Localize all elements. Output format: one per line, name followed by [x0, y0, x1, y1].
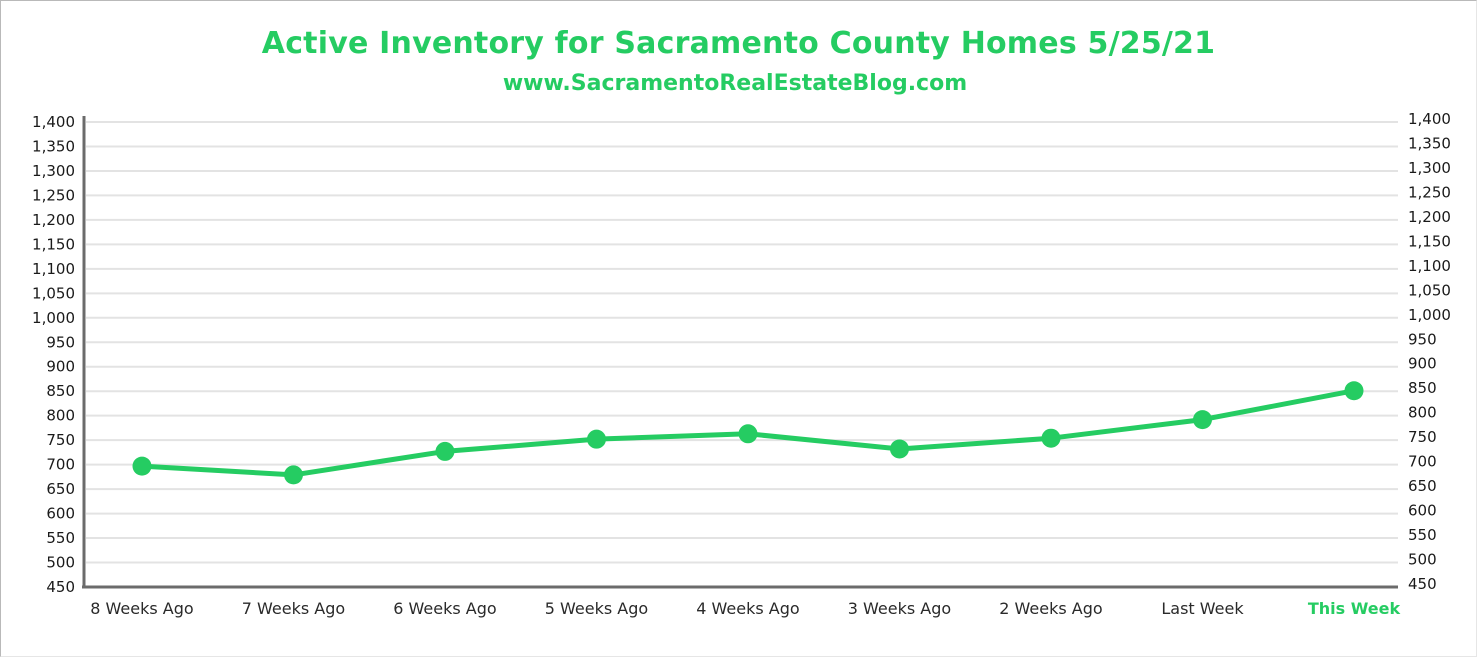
y-tick-label-right: 1,300: [1408, 159, 1451, 177]
y-tick-label-right: 700: [1408, 453, 1437, 471]
y-tick-label-right: 500: [1408, 551, 1437, 569]
y-tick-label-left: 1,200: [32, 211, 75, 229]
y-tick-label-right: 800: [1408, 404, 1437, 422]
y-tick-label-left: 600: [46, 505, 75, 523]
data-point: [132, 456, 152, 476]
y-tick-label-left: 850: [46, 382, 75, 400]
y-tick-label-left: 950: [46, 333, 75, 351]
y-axis-left-labels: 450 500 550 600 650 700 750 800 850 900 950 1,000 1,…: [32, 113, 75, 596]
y-tick-label-left: 1,100: [32, 260, 75, 278]
x-tick-label: This Week: [1308, 599, 1401, 618]
y-tick-label-left: 800: [46, 407, 75, 425]
y-tick-label-left: 1,400: [32, 113, 75, 131]
axes: [82, 116, 1398, 589]
y-axis-right-labels: 450 500 550 600 650 700 750 800 850 900 950 1,000 1,…: [1408, 110, 1451, 593]
y-tick-label-right: 850: [1408, 379, 1437, 397]
y-tick-label-right: 1,200: [1408, 208, 1451, 226]
y-tick-label-right: 1,000: [1408, 306, 1451, 324]
x-tick-label: 3 Weeks Ago: [848, 599, 951, 618]
y-tick-label-left: 1,300: [32, 162, 75, 180]
y-tick-label-right: 1,400: [1408, 110, 1451, 128]
y-tick-label-left: 500: [46, 554, 75, 572]
y-tick-label-right: 600: [1408, 502, 1437, 520]
data-point: [284, 465, 303, 485]
data-point: [890, 439, 909, 459]
y-tick-label-right: 650: [1408, 477, 1437, 495]
y-tick-label-right: 450: [1408, 575, 1437, 593]
x-tick-label: Last Week: [1161, 599, 1244, 618]
y-tick-label-right: 550: [1408, 526, 1437, 544]
y-tick-label-left: 1,050: [32, 284, 75, 302]
x-axis-labels: 8 Weeks Ago 7 Weeks Ago 6 Weeks Ago 5 Weeks…: [90, 599, 1400, 618]
y-tick-label-left: 1,350: [32, 137, 75, 155]
chart-subtitle: www.SacramentoRealEstateBlog.com: [502, 71, 968, 96]
y-tick-label-left: 1,250: [32, 186, 75, 204]
y-tick-label-right: 1,100: [1408, 257, 1451, 275]
y-tick-label-right: 750: [1408, 428, 1437, 446]
data-point: [1193, 410, 1212, 430]
x-tick-label: 7 Weeks Ago: [242, 599, 345, 618]
x-tick-label: 4 Weeks Ago: [696, 599, 799, 618]
y-tick-label-right: 950: [1408, 330, 1437, 348]
data-point: [435, 441, 455, 461]
y-tick-label-left: 750: [46, 431, 75, 449]
y-tick-label-right: 1,250: [1408, 183, 1451, 201]
data-point: [1344, 381, 1364, 401]
x-tick-label: 8 Weeks Ago: [90, 599, 193, 618]
y-tick-label-left: 550: [46, 529, 75, 547]
y-tick-label-left: 450: [46, 578, 75, 596]
data-point: [587, 429, 606, 449]
x-tick-label: 2 Weeks Ago: [999, 599, 1102, 618]
y-tick-label-left: 650: [46, 480, 75, 498]
data-point: [1041, 428, 1061, 448]
x-tick-label: 6 Weeks Ago: [393, 599, 496, 618]
y-tick-label-left: 700: [46, 456, 75, 474]
chart-title: Active Inventory for Sacramento County H…: [261, 26, 1216, 61]
y-tick-label-right: 1,150: [1408, 232, 1451, 250]
y-tick-label-right: 1,050: [1408, 281, 1451, 299]
y-tick-label-left: 1,000: [32, 309, 75, 327]
x-tick-label: 5 Weeks Ago: [545, 599, 648, 618]
y-tick-label-right: 1,350: [1408, 134, 1451, 152]
gridlines: [86, 121, 1398, 564]
y-tick-label-left: 1,150: [32, 235, 75, 253]
y-tick-label-left: 900: [46, 358, 75, 376]
data-point: [738, 424, 758, 444]
y-tick-label-right: 900: [1408, 355, 1437, 373]
series-layer: [132, 381, 1364, 485]
